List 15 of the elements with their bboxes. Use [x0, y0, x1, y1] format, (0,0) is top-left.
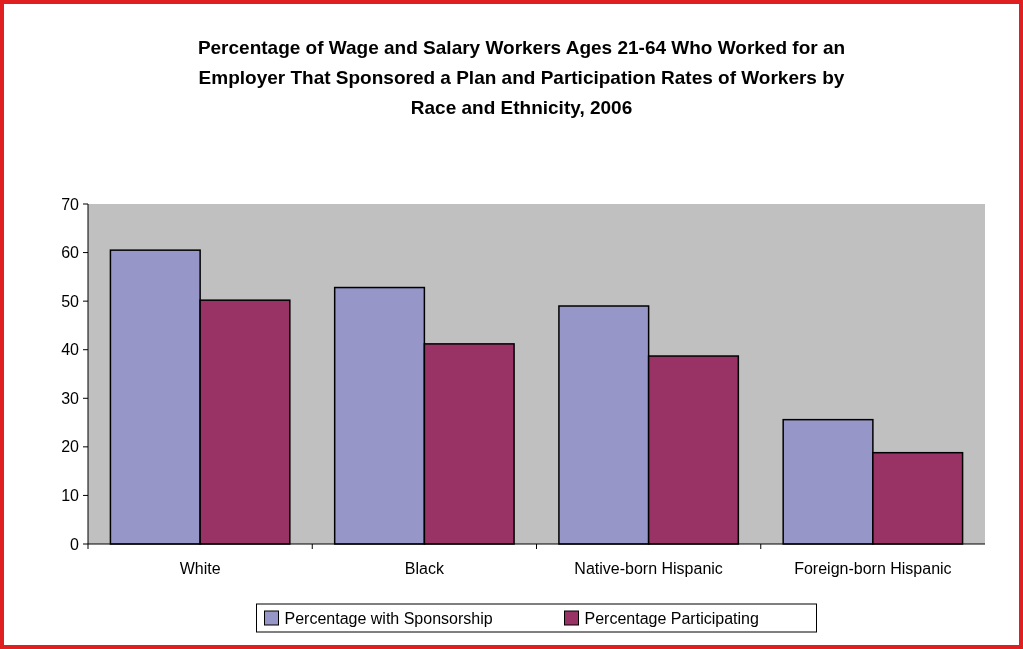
- y-tick-label: 10: [61, 487, 80, 505]
- y-tick-label: 50: [61, 292, 80, 310]
- x-tick-label: Black: [404, 560, 445, 577]
- y-tick-label: 40: [61, 341, 80, 359]
- y-tick-label: 60: [61, 244, 80, 262]
- y-tick-label: 70: [61, 195, 80, 213]
- x-tick-label: Foreign-born Hispanic: [794, 560, 952, 577]
- chart-title: Percentage of Wage and Salary Workers Ages 21-64 Who Worked for an Employer That Sponsored a Plan and Participation Rates of Workers by Race and Ethnicity, 2006: [197, 37, 846, 118]
- y-tick-label: 20: [61, 438, 80, 456]
- y-tick-label: 0: [70, 535, 80, 553]
- x-tick-label: White: [179, 560, 221, 577]
- legend-label: Percentage with Sponsorship: [284, 609, 493, 627]
- x-tick-label: Native-born Hispanic: [574, 560, 723, 577]
- legend-label: Percentage Participating: [584, 609, 759, 627]
- y-tick-label: 30: [61, 389, 80, 407]
